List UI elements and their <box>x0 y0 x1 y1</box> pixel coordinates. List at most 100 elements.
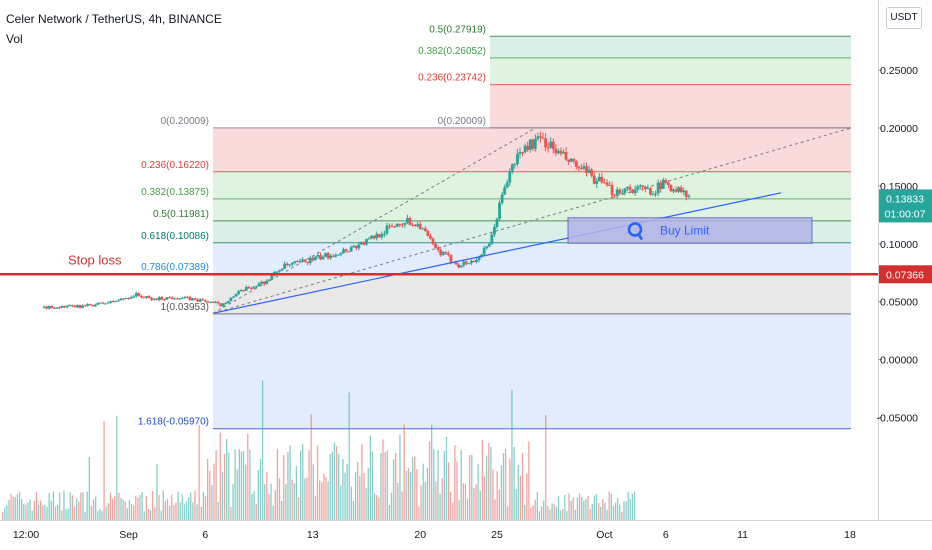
volume-bar <box>631 493 634 520</box>
volume-bar <box>452 502 454 520</box>
fib-zone <box>213 198 851 221</box>
candle-body <box>385 225 389 234</box>
candle-body <box>416 224 420 227</box>
candle-body <box>600 176 604 183</box>
candle-body <box>441 252 445 256</box>
candle-body <box>426 231 430 237</box>
volume-bar <box>306 477 308 520</box>
volume-bar <box>397 482 399 520</box>
candle-body <box>357 244 361 249</box>
candle-body <box>388 225 391 227</box>
candle-body <box>45 306 49 309</box>
buy-limit-box[interactable] <box>567 217 813 244</box>
volume-bar <box>97 511 99 520</box>
volume-bar <box>616 498 619 520</box>
candle-body <box>326 253 330 259</box>
fib-level-label: 0.236(0.16220) <box>141 160 209 171</box>
volume-bar <box>206 459 209 520</box>
candle-body <box>293 261 297 263</box>
volume-bar <box>517 465 519 520</box>
candle-body <box>472 260 476 263</box>
volume-bar <box>302 444 304 520</box>
candle-body <box>162 299 166 301</box>
candle-body <box>459 265 463 268</box>
candle-body <box>582 166 586 169</box>
volume-bar <box>116 415 118 520</box>
fib-zone <box>213 313 851 429</box>
volume-bar <box>156 463 158 520</box>
volume-bar <box>4 507 6 520</box>
candle-body <box>339 253 343 255</box>
search-icon[interactable] <box>627 222 643 237</box>
fib-level-label: 1.618(-0.05970) <box>138 417 209 428</box>
volume-bar <box>268 493 270 520</box>
candle-body <box>211 301 215 303</box>
volume-bar <box>139 494 141 520</box>
candle-body <box>70 305 74 307</box>
volume-bar <box>50 500 52 520</box>
volume-bar <box>198 424 200 520</box>
volume-bar <box>276 448 279 520</box>
volume-bar <box>90 506 93 520</box>
volume-bar <box>118 492 120 520</box>
candle-body <box>249 288 253 290</box>
volume-bar <box>175 502 177 520</box>
candle-body <box>63 305 67 308</box>
volume-bar <box>257 470 260 520</box>
volume-indicator-label[interactable]: Vol <box>6 32 23 46</box>
x-tick-label: 12:00 <box>13 529 39 541</box>
volume-bar <box>483 476 486 520</box>
volume-bar <box>401 491 403 520</box>
candle-body <box>142 297 146 299</box>
volume-bar <box>40 500 42 520</box>
volume-bar <box>367 468 369 520</box>
volume-bar <box>221 471 224 520</box>
volume-bar <box>528 441 530 520</box>
volume-bar <box>128 499 131 520</box>
volume-bar <box>350 486 352 520</box>
volume-bar <box>545 415 547 520</box>
volume-bar <box>530 507 532 520</box>
volume-bar <box>536 492 538 520</box>
candle-body <box>564 152 568 160</box>
volume-bar <box>608 491 610 520</box>
trendline[interactable] <box>212 192 782 314</box>
volume-bar <box>390 492 393 520</box>
volume-bar <box>137 497 139 520</box>
candle-body <box>641 185 645 187</box>
candle-body <box>221 303 225 307</box>
volume-bar <box>612 506 615 520</box>
volume-bar <box>181 494 183 520</box>
volume-bar <box>295 466 298 520</box>
volume-bar <box>458 500 460 520</box>
volume-bar <box>321 482 323 520</box>
volume-bar <box>485 455 488 520</box>
candle-body <box>475 260 478 263</box>
volume-bar <box>6 504 8 520</box>
volume-bar <box>105 506 107 520</box>
volume-bar <box>101 511 103 520</box>
volume-bar <box>23 503 25 520</box>
candle-body <box>510 164 514 172</box>
candle-body <box>454 262 458 265</box>
symbol-title: Celer Network / TetherUS, 4h, BINANCE <box>6 12 222 26</box>
volume-bar <box>160 510 162 520</box>
volume-bar <box>266 471 268 520</box>
currency-button[interactable]: USDT <box>886 7 922 29</box>
fib-level-label: 0.5(0.11981) <box>153 209 209 220</box>
candle-body <box>659 182 663 189</box>
candle-body <box>206 301 210 303</box>
fib-level-label: 0.5(0.27919) <box>429 24 486 35</box>
candle-body <box>170 297 174 299</box>
y-tick-label: 0.00000 <box>880 355 918 367</box>
candle-body <box>152 298 156 300</box>
candle-body <box>395 223 399 227</box>
volume-bar <box>319 480 321 520</box>
volume-bar <box>333 442 336 520</box>
candle-body <box>65 305 69 308</box>
candle-body <box>303 259 307 262</box>
volume-bar <box>414 456 416 520</box>
candle-body <box>68 305 72 307</box>
candle-body <box>201 299 205 301</box>
